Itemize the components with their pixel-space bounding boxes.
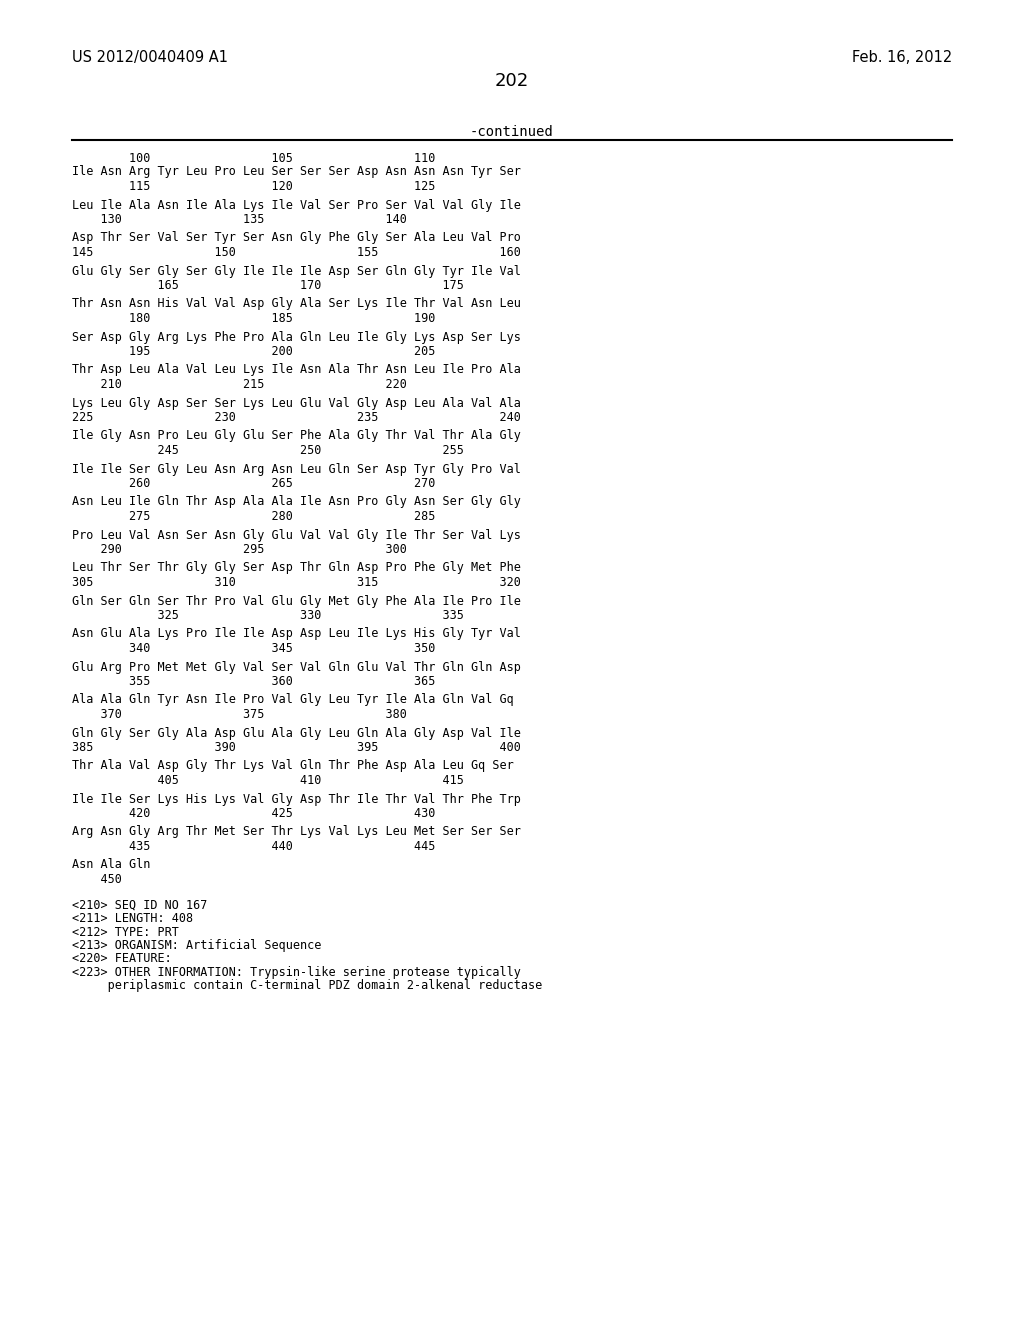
- Text: periplasmic contain C-terminal PDZ domain 2-alkenal reductase: periplasmic contain C-terminal PDZ domai…: [72, 979, 543, 993]
- Text: 385                 390                 395                 400: 385 390 395 400: [72, 741, 521, 754]
- Text: Glu Arg Pro Met Met Gly Val Ser Val Gln Glu Val Thr Gln Gln Asp: Glu Arg Pro Met Met Gly Val Ser Val Gln …: [72, 660, 521, 673]
- Text: 210                 215                 220: 210 215 220: [72, 378, 407, 391]
- Text: 100                 105                 110: 100 105 110: [72, 152, 435, 165]
- Text: 225                 230                 235                 240: 225 230 235 240: [72, 411, 521, 424]
- Text: <212> TYPE: PRT: <212> TYPE: PRT: [72, 925, 179, 939]
- Text: Ser Asp Gly Arg Lys Phe Pro Ala Gln Leu Ile Gly Lys Asp Ser Lys: Ser Asp Gly Arg Lys Phe Pro Ala Gln Leu …: [72, 330, 521, 343]
- Text: <210> SEQ ID NO 167: <210> SEQ ID NO 167: [72, 899, 208, 912]
- Text: Thr Asn Asn His Val Val Asp Gly Ala Ser Lys Ile Thr Val Asn Leu: Thr Asn Asn His Val Val Asp Gly Ala Ser …: [72, 297, 521, 310]
- Text: Gln Ser Gln Ser Thr Pro Val Glu Gly Met Gly Phe Ala Ile Pro Ile: Gln Ser Gln Ser Thr Pro Val Glu Gly Met …: [72, 594, 521, 607]
- Text: Lys Leu Gly Asp Ser Ser Lys Leu Glu Val Gly Asp Leu Ala Val Ala: Lys Leu Gly Asp Ser Ser Lys Leu Glu Val …: [72, 396, 521, 409]
- Text: 202: 202: [495, 73, 529, 90]
- Text: -continued: -continued: [470, 125, 554, 139]
- Text: 180                 185                 190: 180 185 190: [72, 312, 435, 325]
- Text: Asn Glu Ala Lys Pro Ile Ile Asp Asp Leu Ile Lys His Gly Tyr Val: Asn Glu Ala Lys Pro Ile Ile Asp Asp Leu …: [72, 627, 521, 640]
- Text: 245                 250                 255: 245 250 255: [72, 444, 464, 457]
- Text: Asp Thr Ser Val Ser Tyr Ser Asn Gly Phe Gly Ser Ala Leu Val Pro: Asp Thr Ser Val Ser Tyr Ser Asn Gly Phe …: [72, 231, 521, 244]
- Text: 420                 425                 430: 420 425 430: [72, 807, 435, 820]
- Text: Glu Gly Ser Gly Ser Gly Ile Ile Ile Asp Ser Gln Gly Tyr Ile Val: Glu Gly Ser Gly Ser Gly Ile Ile Ile Asp …: [72, 264, 521, 277]
- Text: 305                 310                 315                 320: 305 310 315 320: [72, 576, 521, 589]
- Text: 405                 410                 415: 405 410 415: [72, 774, 464, 787]
- Text: Ile Asn Arg Tyr Leu Pro Leu Ser Ser Ser Asp Asn Asn Asn Tyr Ser: Ile Asn Arg Tyr Leu Pro Leu Ser Ser Ser …: [72, 165, 521, 178]
- Text: <220> FEATURE:: <220> FEATURE:: [72, 953, 172, 965]
- Text: Pro Leu Val Asn Ser Asn Gly Glu Val Val Gly Ile Thr Ser Val Lys: Pro Leu Val Asn Ser Asn Gly Glu Val Val …: [72, 528, 521, 541]
- Text: 195                 200                 205: 195 200 205: [72, 345, 435, 358]
- Text: 145                 150                 155                 160: 145 150 155 160: [72, 246, 521, 259]
- Text: Leu Thr Ser Thr Gly Gly Ser Asp Thr Gln Asp Pro Phe Gly Met Phe: Leu Thr Ser Thr Gly Gly Ser Asp Thr Gln …: [72, 561, 521, 574]
- Text: US 2012/0040409 A1: US 2012/0040409 A1: [72, 50, 228, 65]
- Text: <211> LENGTH: 408: <211> LENGTH: 408: [72, 912, 194, 925]
- Text: Gln Gly Ser Gly Ala Asp Glu Ala Gly Leu Gln Ala Gly Asp Val Ile: Gln Gly Ser Gly Ala Asp Glu Ala Gly Leu …: [72, 726, 521, 739]
- Text: 115                 120                 125: 115 120 125: [72, 180, 435, 193]
- Text: 130                 135                 140: 130 135 140: [72, 213, 407, 226]
- Text: Arg Asn Gly Arg Thr Met Ser Thr Lys Val Lys Leu Met Ser Ser Ser: Arg Asn Gly Arg Thr Met Ser Thr Lys Val …: [72, 825, 521, 838]
- Text: Asn Ala Gln: Asn Ala Gln: [72, 858, 151, 871]
- Text: 450: 450: [72, 873, 122, 886]
- Text: Leu Ile Ala Asn Ile Ala Lys Ile Val Ser Pro Ser Val Val Gly Ile: Leu Ile Ala Asn Ile Ala Lys Ile Val Ser …: [72, 198, 521, 211]
- Text: Feb. 16, 2012: Feb. 16, 2012: [852, 50, 952, 65]
- Text: 355                 360                 365: 355 360 365: [72, 675, 435, 688]
- Text: 435                 440                 445: 435 440 445: [72, 840, 435, 853]
- Text: <223> OTHER INFORMATION: Trypsin-like serine protease typically: <223> OTHER INFORMATION: Trypsin-like se…: [72, 966, 521, 979]
- Text: Ala Ala Gln Tyr Asn Ile Pro Val Gly Leu Tyr Ile Ala Gln Val Gq: Ala Ala Gln Tyr Asn Ile Pro Val Gly Leu …: [72, 693, 514, 706]
- Text: 290                 295                 300: 290 295 300: [72, 543, 407, 556]
- Text: Thr Asp Leu Ala Val Leu Lys Ile Asn Ala Thr Asn Leu Ile Pro Ala: Thr Asp Leu Ala Val Leu Lys Ile Asn Ala …: [72, 363, 521, 376]
- Text: Thr Ala Val Asp Gly Thr Lys Val Gln Thr Phe Asp Ala Leu Gq Ser: Thr Ala Val Asp Gly Thr Lys Val Gln Thr …: [72, 759, 514, 772]
- Text: 260                 265                 270: 260 265 270: [72, 477, 435, 490]
- Text: 165                 170                 175: 165 170 175: [72, 279, 464, 292]
- Text: Asn Leu Ile Gln Thr Asp Ala Ala Ile Asn Pro Gly Asn Ser Gly Gly: Asn Leu Ile Gln Thr Asp Ala Ala Ile Asn …: [72, 495, 521, 508]
- Text: Ile Gly Asn Pro Leu Gly Glu Ser Phe Ala Gly Thr Val Thr Ala Gly: Ile Gly Asn Pro Leu Gly Glu Ser Phe Ala …: [72, 429, 521, 442]
- Text: 325                 330                 335: 325 330 335: [72, 609, 464, 622]
- Text: 340                 345                 350: 340 345 350: [72, 642, 435, 655]
- Text: 275                 280                 285: 275 280 285: [72, 510, 435, 523]
- Text: 370                 375                 380: 370 375 380: [72, 708, 407, 721]
- Text: Ile Ile Ser Gly Leu Asn Arg Asn Leu Gln Ser Asp Tyr Gly Pro Val: Ile Ile Ser Gly Leu Asn Arg Asn Leu Gln …: [72, 462, 521, 475]
- Text: <213> ORGANISM: Artificial Sequence: <213> ORGANISM: Artificial Sequence: [72, 939, 322, 952]
- Text: Ile Ile Ser Lys His Lys Val Gly Asp Thr Ile Thr Val Thr Phe Trp: Ile Ile Ser Lys His Lys Val Gly Asp Thr …: [72, 792, 521, 805]
